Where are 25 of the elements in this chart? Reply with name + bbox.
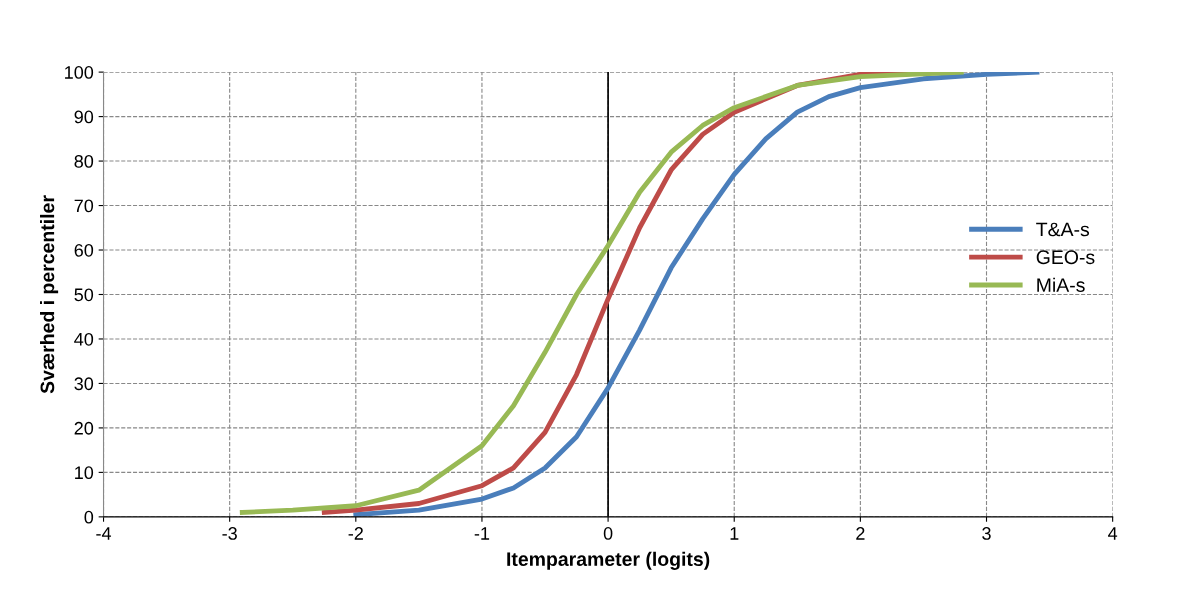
- y-axis-title: Sværhed i percentiler: [40, 195, 59, 394]
- legend-label: T&A-s: [1036, 222, 1090, 237]
- x-axis-title: Itemparameter (logits): [507, 551, 710, 570]
- x-tick-label: -2: [348, 527, 363, 540]
- x-tick-label: 1: [730, 527, 739, 540]
- x-tick-label: 3: [982, 527, 991, 540]
- y-tick-label: 70: [74, 199, 94, 213]
- legend-label: MiA-s: [1037, 277, 1085, 292]
- y-tick-label: 0: [84, 510, 94, 524]
- y-tick-label: 50: [74, 288, 94, 302]
- x-tick-label: 2: [856, 527, 865, 540]
- x-tick-label: -3: [222, 527, 237, 540]
- x-tick-label: -1: [474, 527, 490, 540]
- x-tick-label: 0: [603, 527, 613, 540]
- y-tick-label: 40: [74, 332, 94, 346]
- y-tick-label: 20: [74, 421, 94, 435]
- x-tick-label: -4: [96, 527, 112, 540]
- y-tick-label: 90: [74, 110, 94, 124]
- y-tick-label: 80: [74, 155, 94, 168]
- y-tick-label: 60: [74, 243, 94, 257]
- legend-label: GEO-s: [1036, 250, 1095, 265]
- y-tick-label: 30: [74, 377, 94, 391]
- y-tick-label: 10: [75, 466, 94, 480]
- x-tick-label: 4: [1108, 527, 1118, 540]
- y-tick-label: 100: [65, 66, 94, 79]
